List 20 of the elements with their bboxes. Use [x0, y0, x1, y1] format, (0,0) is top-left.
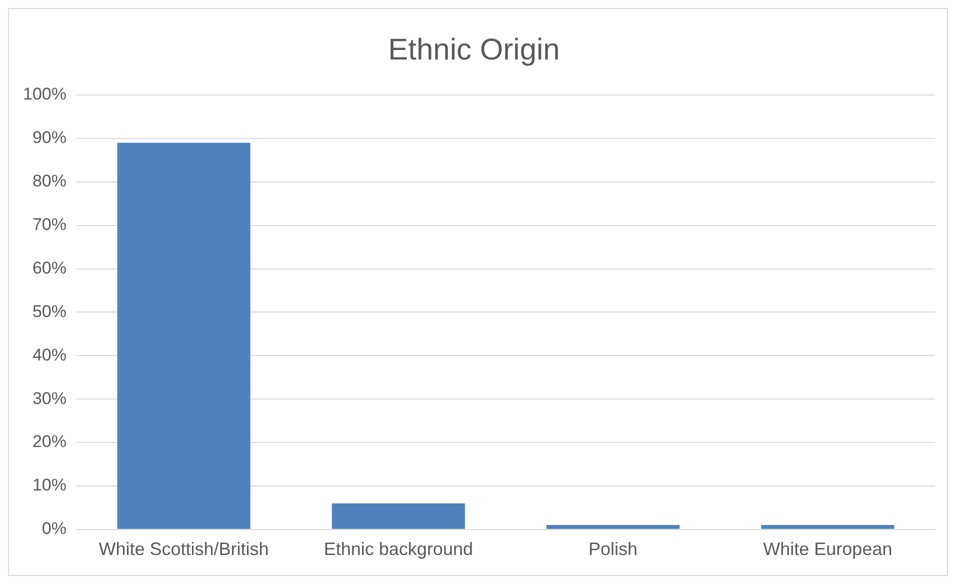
y-tick-label: 10%: [32, 476, 66, 495]
x-tick-label: White European: [763, 539, 892, 560]
y-tick-label: 20%: [32, 432, 66, 452]
bar: [332, 503, 465, 529]
y-tick-label: 50%: [32, 302, 66, 321]
chart-title: Ethnic Origin: [388, 33, 560, 66]
y-tick-label: 80%: [32, 172, 66, 191]
y-tick-label: 90%: [32, 128, 66, 148]
x-tick-label: Polish: [588, 539, 638, 560]
y-tick-label: 0%: [42, 519, 66, 538]
x-tick-label: White Scottish/British: [98, 539, 269, 560]
bar: [761, 525, 894, 529]
y-tick-label: 40%: [32, 345, 66, 364]
x-tick-label: Ethnic background: [324, 539, 473, 560]
bar: [546, 525, 680, 529]
y-tick-label: 30%: [32, 388, 66, 408]
y-tick-label: 70%: [32, 215, 66, 234]
y-tick-label: 100%: [22, 84, 66, 104]
y-tick-label: 60%: [32, 258, 66, 278]
bar: [117, 142, 250, 529]
